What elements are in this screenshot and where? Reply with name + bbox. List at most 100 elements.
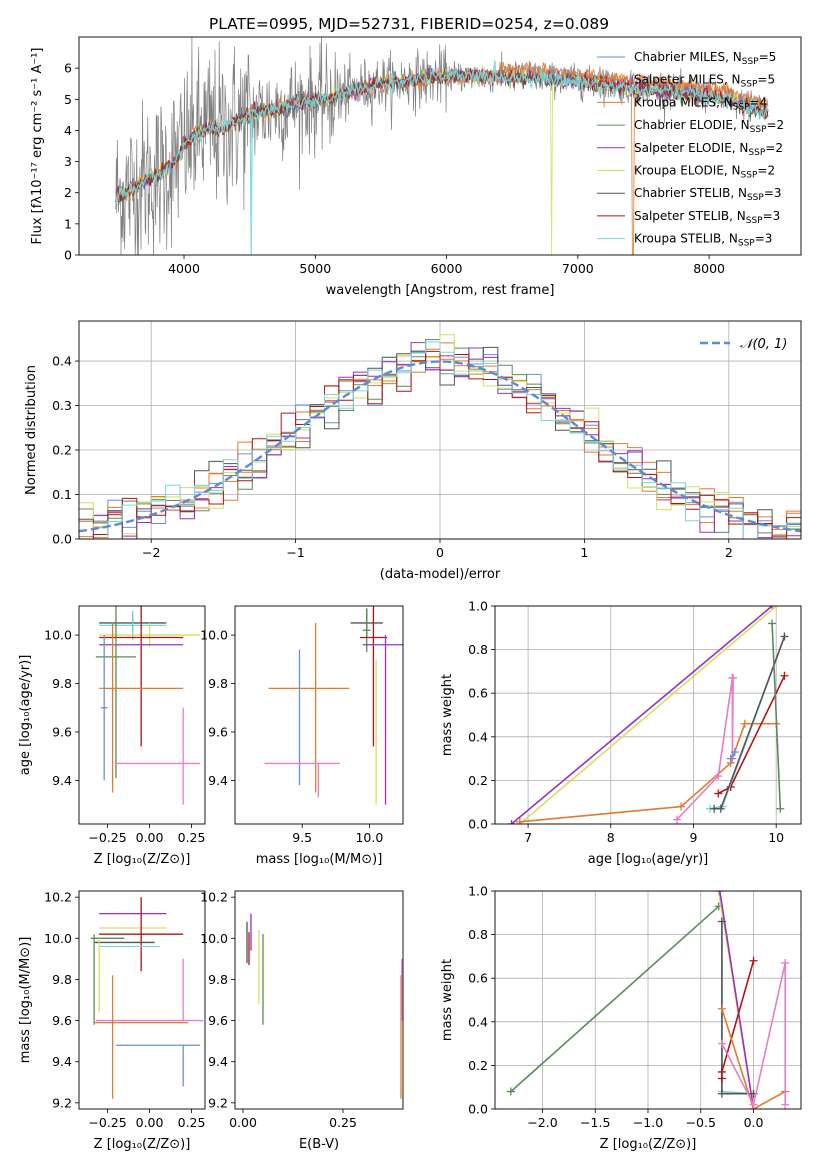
- panel-mass_vs_Z: −0.25 0.00 0.25 9.2 9.4 9.6 9.8 10.0 10.2 Z [log₁…: [18, 890, 205, 1152]
- point-marker: [717, 1089, 726, 1098]
- y-tick-label: 9.8: [52, 676, 72, 691]
- chart-title: PLATE=0995, MJD=52731, FIBERID=0254, z=0…: [209, 15, 609, 33]
- x-axis-label: Z [log₁₀(Z/Z⊙)]: [94, 852, 191, 867]
- y-tick-label: 9.2: [52, 1095, 72, 1110]
- point-marker: [717, 917, 726, 926]
- point-marker: [677, 802, 686, 811]
- point-marker: [716, 804, 725, 813]
- y-tick-label: 0.2: [52, 443, 72, 458]
- y-tick-label: 0.0: [468, 1102, 488, 1117]
- legend-label: Salpeter STELIB, NSSP=3: [634, 209, 780, 226]
- legend-label: Kroupa STELIB, NSSP=3: [634, 232, 772, 249]
- point-marker: [715, 891, 724, 895]
- x-tick-label: 0: [436, 545, 444, 560]
- x-tick-label: −2.0: [527, 1115, 557, 1130]
- x-tick-label: 0.25: [178, 830, 206, 845]
- x-tick-label: −1.5: [580, 1115, 610, 1130]
- axes-frame: [494, 890, 802, 1110]
- x-tick-label: 0.0: [744, 1115, 764, 1130]
- point-marker: [768, 619, 777, 628]
- x-tick-label: 2: [725, 545, 733, 560]
- legend-label: Chabrier MILES, NSSP=5: [634, 50, 776, 67]
- y-axis-label: Flux [fλ10⁻¹⁷ erg cm⁻² s⁻¹ A⁻¹]: [30, 48, 45, 245]
- y-tick-label: 9.4: [208, 773, 228, 788]
- point-marker: [714, 789, 723, 798]
- axes-frame: [78, 36, 802, 256]
- series-line: [721, 962, 786, 1107]
- gaussian-curve: [79, 360, 801, 533]
- y-tick-label: 10.0: [44, 931, 72, 946]
- y-tick-label: 6: [64, 61, 72, 76]
- series-line: [719, 891, 755, 1109]
- y-axis-label: mass [log₁₀(M/M⊙)]: [18, 937, 33, 1064]
- y-tick-label: 9.8: [208, 972, 228, 987]
- point-marker: [672, 815, 681, 824]
- series-line: [721, 1008, 786, 1109]
- y-tick-label: 0.4: [468, 729, 488, 744]
- y-tick-label: 0.1: [52, 487, 72, 502]
- point-marker: [749, 956, 758, 965]
- x-tick-label: 8000: [693, 261, 725, 276]
- legend-label: Kroupa ELODIE, NSSP=2: [634, 164, 775, 181]
- x-tick-label: −1: [286, 545, 304, 560]
- x-tick-label: −1.0: [633, 1115, 663, 1130]
- panel-spectrum: 4000 5000 6000 7000 8000 0 1 2 3 4 5 6 wavelength [A…: [30, 36, 802, 298]
- x-tick-label: 10.0: [355, 830, 383, 845]
- y-tick-label: 10.0: [200, 931, 228, 946]
- y-tick-label: 0.6: [468, 971, 488, 986]
- y-tick-label: 9.6: [52, 1013, 72, 1028]
- x-tick-label: 10: [768, 830, 784, 845]
- series-line: [519, 606, 777, 824]
- y-axis-label: mass weight: [440, 959, 455, 1041]
- x-tick-label: 0.00: [136, 1115, 164, 1130]
- panel-weight_vs_Z: −2.0 −1.5 −1.0 −0.5 0.0 0.0 0.2 0.4 0.6 0.8 1.0 Z […: [440, 884, 802, 1152]
- y-tick-label: 0.8: [468, 642, 488, 657]
- point-marker: [506, 1087, 515, 1096]
- x-axis-label: Z [log₁₀(Z/Z⊙)]: [94, 1137, 191, 1152]
- y-tick-label: 3: [64, 154, 72, 169]
- point-marker: [781, 958, 790, 967]
- panel-age_vs_Z: −0.25 0.00 0.25 9.4 9.6 9.8 10.0 Z [log₁₀(Z/Z⊙)…: [18, 605, 206, 867]
- series-line: [771, 623, 782, 809]
- series-line: [510, 606, 773, 824]
- y-tick-label: 1.0: [468, 884, 488, 899]
- y-tick-label: 0.2: [468, 773, 488, 788]
- panel-residuals: −2 −1 0 1 2 0.0 0.1 0.2 0.3 0.4 (data-model)/error…: [24, 320, 802, 582]
- y-tick-label: 0.6: [468, 686, 488, 701]
- plot-area: [95, 606, 200, 805]
- series-line: [730, 751, 736, 760]
- y-tick-label: 0.0: [468, 817, 488, 832]
- plot-area: [115, 37, 769, 255]
- y-tick-label: 9.8: [208, 676, 228, 691]
- point-marker: [507, 820, 516, 824]
- x-axis-label: wavelength [Angstrom, rest frame]: [326, 283, 555, 298]
- axes-frame: [234, 605, 404, 825]
- x-tick-label: 0.00: [136, 830, 164, 845]
- point-marker: [749, 1100, 758, 1109]
- plot-area: [90, 897, 204, 1099]
- plot-area: [507, 606, 789, 824]
- x-axis-label: (data-model)/error: [380, 567, 501, 582]
- y-tick-label: 0.2: [468, 1058, 488, 1073]
- y-tick-label: 9.4: [52, 1054, 72, 1069]
- plot-area: [246, 913, 403, 1099]
- series-line: [510, 905, 720, 1093]
- x-axis-label: age [log₁₀(age/yr)]: [588, 852, 709, 867]
- y-tick-label: 0.0: [52, 532, 72, 547]
- point-marker: [717, 1067, 726, 1076]
- plot-area: [264, 606, 403, 805]
- y-tick-label: 10.2: [200, 890, 228, 905]
- y-tick-label: 9.4: [52, 773, 72, 788]
- x-axis-label: Z [log₁₀(Z/Z⊙)]: [600, 1137, 697, 1152]
- point-marker: [726, 754, 735, 763]
- y-tick-label: 0: [64, 248, 72, 263]
- y-tick-label: 4: [64, 123, 72, 138]
- x-axis-label: mass [log₁₀(M/M⊙)]: [256, 852, 383, 867]
- y-tick-label: 9.6: [208, 724, 228, 739]
- y-tick-label: 10.0: [44, 628, 72, 643]
- axes-frame: [78, 890, 206, 1110]
- x-tick-label: −0.5: [686, 1115, 716, 1130]
- x-tick-label: 5000: [299, 261, 331, 276]
- histogram-step: [79, 341, 801, 539]
- y-tick-label: 1: [64, 216, 72, 231]
